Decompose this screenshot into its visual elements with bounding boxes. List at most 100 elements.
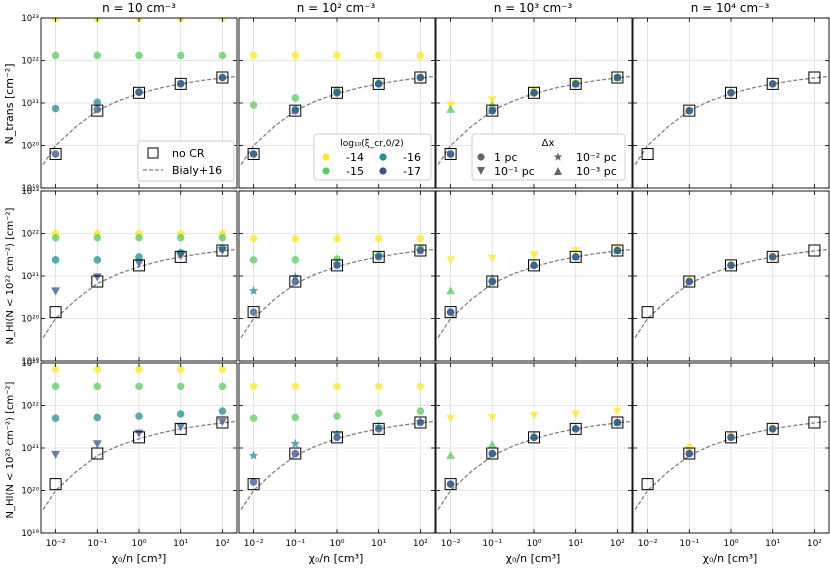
data-point-crir-17-circle-marker <box>291 449 300 458</box>
data-point-crir-17-circle-marker <box>613 246 622 255</box>
y-tick-label: 10²³ <box>21 359 39 369</box>
no-cr-marker <box>414 244 427 257</box>
data-point-crir-16-star-marker <box>248 450 259 460</box>
x-tick-label: 10² <box>610 539 625 549</box>
column-title-n1000: n = 10³ cm⁻³ <box>494 1 573 15</box>
legend-1e-2pc-marker <box>553 152 563 161</box>
row-ylabel-nhi-1e22: N_HI(N < 10²² cm⁻²) [cm⁻²] <box>5 207 16 344</box>
xlabel-col4: χ₀/n [cm³] <box>703 552 758 565</box>
x-tick-label: 10⁻² <box>244 539 264 549</box>
data-point-crir-16-star-marker <box>290 438 301 448</box>
y-tick-label: 10²³ <box>21 14 39 24</box>
data-point-crir-15-circle-marker <box>135 233 143 242</box>
data-point-crir-14-circle-marker <box>374 234 383 243</box>
panel-r2-c3 <box>435 190 633 362</box>
data-point-crir-15-circle-marker <box>416 407 425 415</box>
x-tick-label: 10⁰ <box>329 539 344 549</box>
legend-crir-title: log₁₀(ξ_cr,0/2) <box>340 139 403 149</box>
no-cr-marker <box>444 148 457 160</box>
panel-r3-c4: 10⁻² 10⁻¹ 10⁰ 10¹ 10² <box>632 362 830 549</box>
data-point-crir-17-circle-marker <box>685 449 694 458</box>
no-cr-marker <box>331 259 343 272</box>
data-point-crir-17-triangle-down-marker <box>51 287 61 296</box>
x-tick-label: 10¹ <box>568 539 583 549</box>
x-tick-label: 10⁻¹ <box>482 539 502 549</box>
no-cr-marker <box>766 422 779 435</box>
data-point-crir-14-circle-marker <box>416 234 425 243</box>
legend-crir-17-marker <box>379 167 387 175</box>
no-cr-marker <box>569 77 582 90</box>
no-cr-marker <box>641 148 654 160</box>
x-tick-label: 10¹ <box>371 539 386 549</box>
data-point-crir-17-circle-marker <box>333 433 341 442</box>
data-point-crir-17-circle-marker <box>218 73 227 82</box>
y-tick-label: 10²⁰ <box>21 315 39 325</box>
legend-resolution-title: Δx <box>542 138 555 149</box>
data-point-crir-17-circle-marker <box>416 418 425 427</box>
legend-crir: log₁₀(ξ_cr,0/2) -14 -15 -16 -17 <box>313 133 432 181</box>
data-point-crir-16-circle-marker <box>51 414 60 423</box>
no-cr-marker <box>808 244 821 257</box>
y-tick-label: 10¹⁹ <box>21 529 39 539</box>
data-point-crir-15-circle-marker <box>218 233 227 242</box>
data-point-crir-14-circle-marker <box>374 382 383 391</box>
x-tick-label: 10⁻¹ <box>679 539 699 549</box>
data-point-crir-14-circle-marker <box>416 382 425 391</box>
data-point-crir-15-circle-marker <box>176 51 185 60</box>
no-cr-marker <box>216 244 229 257</box>
data-point-crir-17-circle-marker <box>446 150 455 158</box>
panel-r3-c1: 10⁻² 10⁻¹ 10⁰ 10¹ 10² 10¹⁹ 10²⁰ 10²¹ 10²² 10²³ <box>21 359 238 549</box>
data-point-crir-14-triangle-down-marker <box>446 256 456 265</box>
no-cr-marker <box>133 431 145 444</box>
data-point-crir-17-circle-marker <box>613 418 622 427</box>
data-point-crir-15-circle-marker <box>249 414 258 423</box>
data-point-crir-15-circle-marker <box>333 255 341 263</box>
data-point-crir-17-circle-marker <box>176 80 185 88</box>
data-point-crir-16-circle-marker <box>135 253 143 261</box>
no-cr-marker <box>528 259 540 272</box>
data-point-crir-17-circle-marker <box>93 105 102 114</box>
legend-resolution-frame <box>471 133 626 181</box>
no-cr-marker <box>133 86 145 99</box>
data-point-crir-14-circle-marker <box>249 382 258 391</box>
x-tick-label: 10² <box>807 539 822 549</box>
no-cr-marker <box>611 244 624 257</box>
data-point-crir-14-triangle-down-marker <box>487 413 497 422</box>
data-point-crir-17-circle-marker <box>333 261 341 270</box>
y-tick-label: 10²¹ <box>21 272 39 282</box>
data-point-crir-15-triangle-up-marker <box>446 286 456 295</box>
x-tick-label: 10¹ <box>173 539 188 549</box>
data-point-crir-17-circle-marker <box>727 433 735 442</box>
panel-r2-c4 <box>632 190 830 362</box>
no-cr-marker <box>444 478 457 491</box>
no-cr-marker <box>174 250 187 263</box>
x-tick-label: 10⁻² <box>638 539 658 549</box>
data-point-crir-14-triangle-down-marker <box>487 254 497 263</box>
data-point-crir-14-circle-marker <box>135 365 143 374</box>
data-point-crir-14-circle-marker <box>249 51 258 60</box>
legend-1e-2pc-label: 10⁻² pc <box>576 151 617 164</box>
data-point-crir-17-triangle-down-marker <box>176 252 186 261</box>
data-point-crir-17-circle-marker <box>571 253 580 261</box>
x-tick-label: 10⁻² <box>46 539 66 549</box>
x-tick-label: 10⁻¹ <box>285 539 305 549</box>
xlabel-col2: χ₀/n [cm³] <box>309 552 364 565</box>
data-point-crir-14-triangle-down-marker <box>612 407 622 416</box>
no-cr-marker <box>247 148 260 160</box>
no-cr-marker <box>49 306 62 319</box>
data-point-crir-15-circle-marker <box>218 382 227 391</box>
data-point-crir-15-circle-marker <box>176 382 185 391</box>
data-point-crir-17-circle-marker <box>374 425 383 433</box>
legend-reference-frame <box>137 140 235 182</box>
no-cr-marker <box>683 275 696 288</box>
data-point-crir-15-triangle-up-marker <box>446 451 456 460</box>
data-point-crir-17-triangle-down-marker <box>92 273 102 282</box>
data-point-crir-17-triangle-down-marker <box>134 429 144 438</box>
data-point-crir-17-triangle-down-marker <box>176 423 186 432</box>
legend-1pc-label: 1 pc <box>494 151 518 164</box>
data-point-crir-17-circle-marker <box>374 80 383 88</box>
data-point-crir-15-circle-marker <box>93 233 102 242</box>
legend-crir-17-label: -17 <box>403 165 421 178</box>
no-cr-marker <box>766 250 779 263</box>
data-point-crir-17-triangle-down-marker <box>217 247 227 255</box>
